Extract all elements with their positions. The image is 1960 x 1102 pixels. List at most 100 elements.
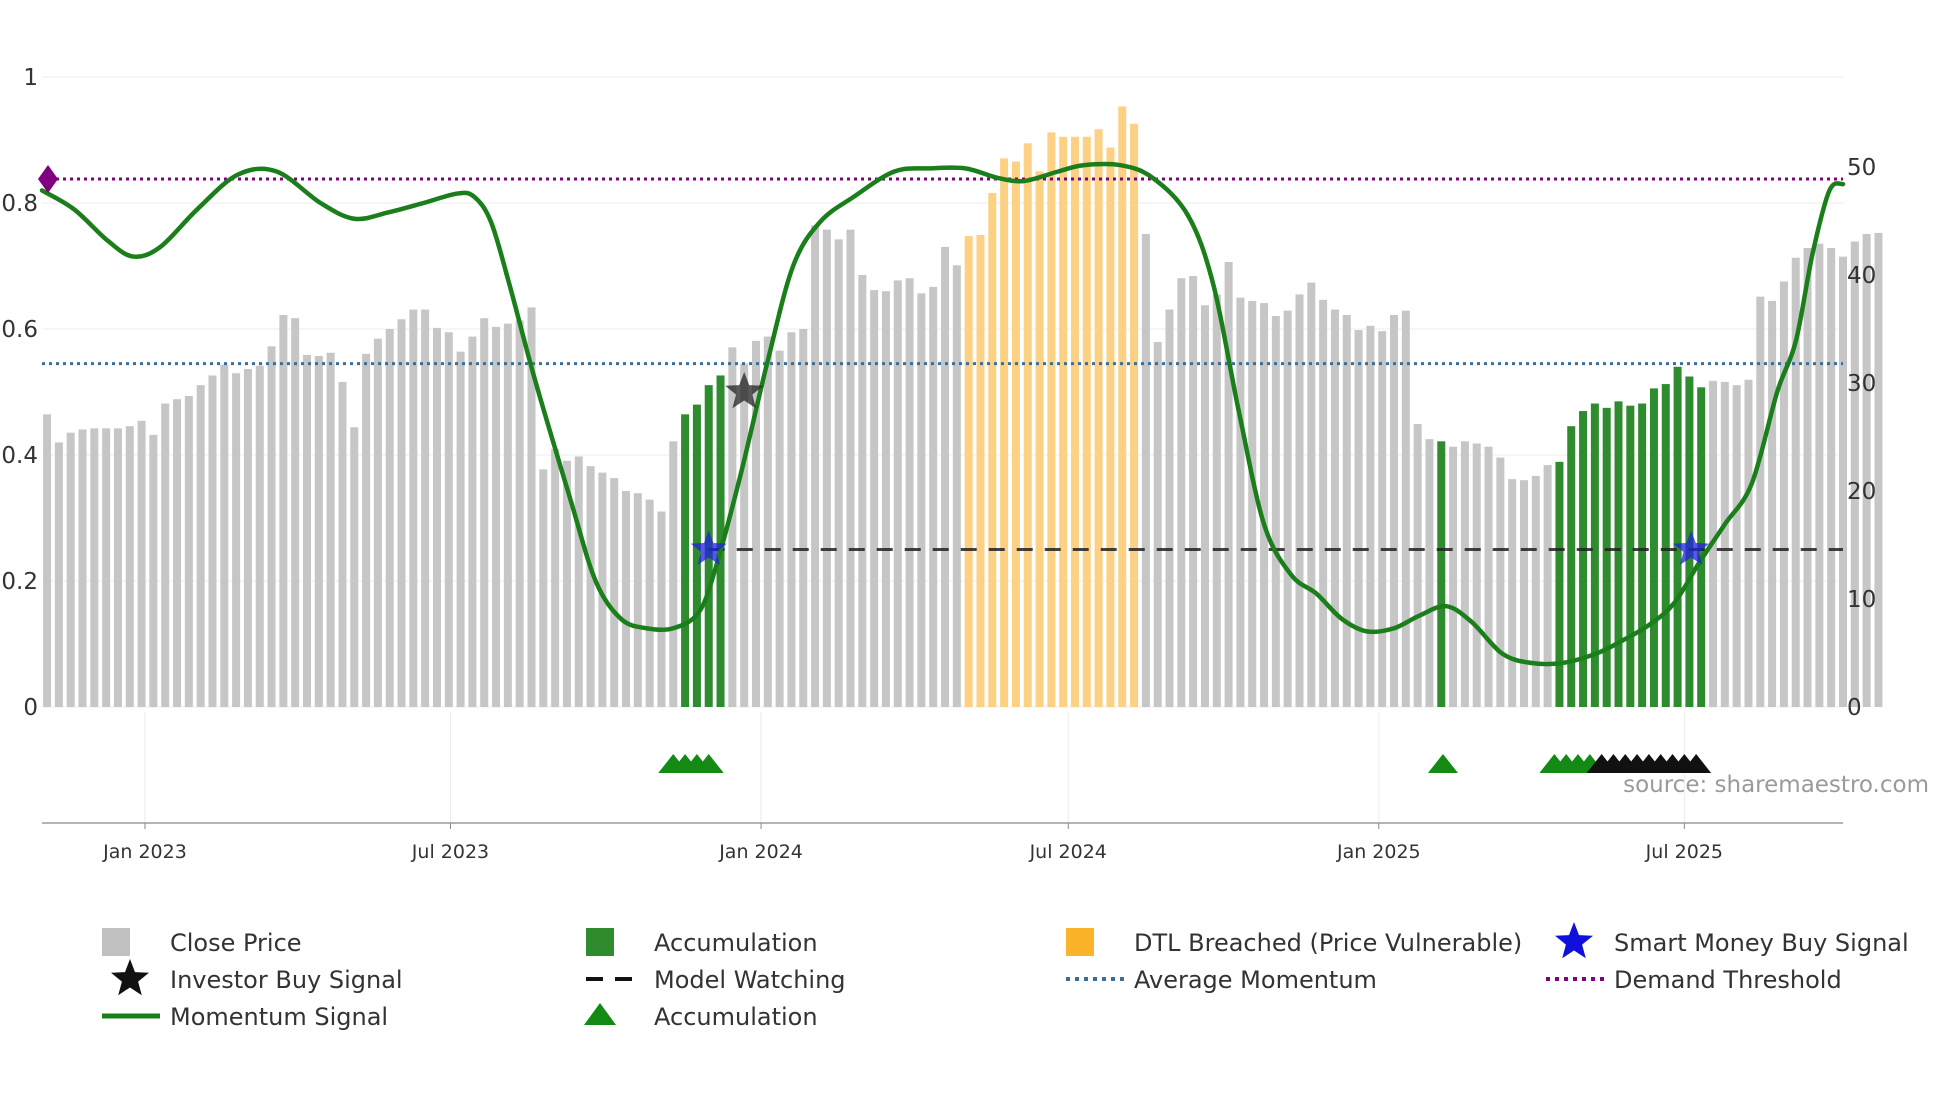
price-bar bbox=[362, 353, 371, 707]
price-bar bbox=[988, 192, 997, 708]
price-bar bbox=[657, 511, 666, 707]
price-bar bbox=[1212, 294, 1221, 707]
smart-money-buy-star bbox=[690, 530, 727, 565]
price-bar bbox=[692, 404, 701, 707]
price-bar bbox=[1059, 136, 1068, 707]
smart-money-buy-star bbox=[1673, 530, 1710, 565]
price-bar bbox=[397, 319, 406, 707]
price-bar bbox=[1413, 424, 1422, 707]
price-bar bbox=[1189, 276, 1198, 707]
price-bar bbox=[1449, 446, 1458, 707]
price-bar bbox=[574, 456, 583, 707]
price-bar bbox=[1567, 426, 1576, 707]
price-bar bbox=[432, 327, 441, 707]
legend-label: Average Momentum bbox=[1134, 966, 1377, 994]
legend-item: Momentum Signal bbox=[102, 1003, 388, 1031]
price-bar bbox=[1330, 309, 1339, 707]
price-bar bbox=[1472, 443, 1481, 707]
legend-label: Accumulation bbox=[654, 1003, 818, 1031]
price-bar bbox=[1720, 381, 1729, 707]
momentum-signal-line bbox=[39, 161, 1846, 667]
price-bar bbox=[633, 493, 642, 707]
price-bar bbox=[515, 320, 524, 707]
price-bar bbox=[1177, 278, 1186, 707]
price-bar bbox=[622, 491, 631, 707]
price-bar bbox=[1496, 457, 1505, 707]
price-bar bbox=[610, 478, 619, 707]
price-bar bbox=[1366, 325, 1375, 707]
price-bar bbox=[1484, 446, 1493, 707]
price-bar bbox=[1661, 384, 1670, 707]
price-bar bbox=[1673, 366, 1682, 707]
price-bar bbox=[1401, 310, 1410, 707]
price-bar bbox=[1248, 300, 1257, 707]
price-bar bbox=[1590, 403, 1599, 707]
price-bar bbox=[811, 225, 820, 707]
price-bar bbox=[326, 352, 335, 707]
price-bar bbox=[1118, 106, 1127, 707]
price-bar bbox=[1094, 129, 1103, 707]
price-bar bbox=[184, 395, 193, 707]
price-bar bbox=[1106, 147, 1115, 707]
price-bar bbox=[421, 309, 430, 707]
price-bar bbox=[54, 442, 63, 707]
price-bar bbox=[338, 381, 347, 707]
price-bar bbox=[267, 346, 276, 707]
legend-item: Close Price bbox=[102, 928, 302, 957]
legend-item: Average Momentum bbox=[1066, 966, 1377, 994]
price-bar bbox=[1827, 248, 1836, 707]
date-tick-label: Jan 2023 bbox=[102, 841, 187, 863]
price-bar bbox=[1791, 257, 1800, 707]
right-tick-label: 50 bbox=[1847, 155, 1876, 181]
price-bar bbox=[669, 441, 678, 707]
left-tick-label: 0.2 bbox=[1, 569, 38, 595]
price-bar bbox=[976, 235, 985, 708]
price-bar bbox=[1354, 330, 1363, 707]
price-bar bbox=[113, 428, 122, 707]
price-bar bbox=[1850, 241, 1859, 707]
price-bar bbox=[681, 414, 690, 707]
legend-item: DTL Breached (Price Vulnerable) bbox=[1066, 928, 1522, 957]
price-bar bbox=[834, 239, 843, 708]
price-bar bbox=[1425, 439, 1434, 707]
price-bar bbox=[173, 399, 182, 707]
price-bar bbox=[846, 229, 855, 707]
price-bar bbox=[1543, 465, 1552, 707]
date-tick-label: Jan 2025 bbox=[1336, 841, 1421, 863]
price-bar bbox=[799, 329, 808, 707]
price-bar bbox=[1236, 297, 1245, 707]
price-bar bbox=[78, 429, 87, 707]
demand-threshold-start-marker bbox=[38, 165, 58, 194]
price-bar bbox=[137, 420, 146, 707]
price-bar bbox=[1555, 461, 1564, 707]
price-bar bbox=[1319, 299, 1328, 707]
legend-item: Investor Buy Signal bbox=[111, 959, 403, 996]
price-bar bbox=[303, 354, 312, 707]
price-bar bbox=[1023, 143, 1032, 708]
legend-item: Accumulation bbox=[584, 1003, 818, 1031]
price-bar bbox=[409, 309, 418, 707]
price-bar bbox=[822, 229, 831, 707]
price-bar bbox=[893, 280, 902, 707]
date-tick-label: Jan 2024 bbox=[718, 841, 803, 863]
legend-item: Demand Threshold bbox=[1546, 966, 1842, 994]
left-tick-label: 0.6 bbox=[1, 317, 38, 343]
left-tick-label: 0 bbox=[23, 695, 38, 721]
price-bar bbox=[1768, 300, 1777, 707]
legend-swatch bbox=[1066, 928, 1094, 956]
accumulation-triangle bbox=[693, 754, 724, 773]
price-bar bbox=[775, 350, 784, 707]
legend-label: Smart Money Buy Signal bbox=[1614, 929, 1909, 957]
price-bar bbox=[1815, 243, 1824, 707]
legend-star-icon bbox=[111, 959, 149, 996]
price-bars bbox=[43, 106, 1883, 708]
price-bar bbox=[870, 290, 879, 707]
price-bar bbox=[1602, 407, 1611, 707]
price-bar bbox=[149, 434, 158, 707]
price-bar bbox=[929, 286, 938, 707]
price-bar bbox=[1460, 441, 1469, 707]
right-tick-label: 20 bbox=[1847, 479, 1876, 505]
price-bar bbox=[43, 414, 52, 707]
